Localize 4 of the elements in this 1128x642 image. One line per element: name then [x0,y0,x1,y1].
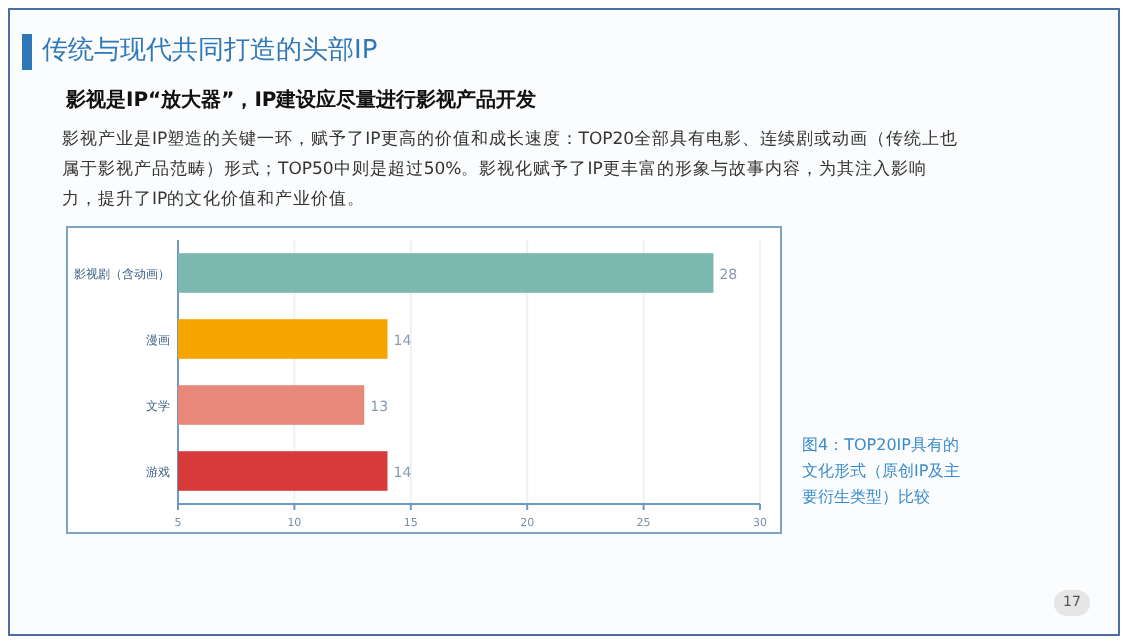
text: 影视产业是IP塑造的关键一环，赋予了IP更高的价值和成长速度：TOP20全部具有电影、连续剧或动画（传统上也属于影视产品范畴）形式；TOP50中则是超过50%。影视化赋予了IP更丰富的形象与故事内容，为其注入影响力，提升了IP的文化价值和产业价值。 [62,127,961,214]
caption: 图4：TOP20IP具有的文化形式（原创IP及主要衍生类型）比较 [802,434,963,510]
chart-subtitle: 影视是IP“放大器”，IP建设应尽量进行影视产品开发 [66,86,537,114]
chart-title: 传统与现代共同打造的头部IP [42,34,378,70]
